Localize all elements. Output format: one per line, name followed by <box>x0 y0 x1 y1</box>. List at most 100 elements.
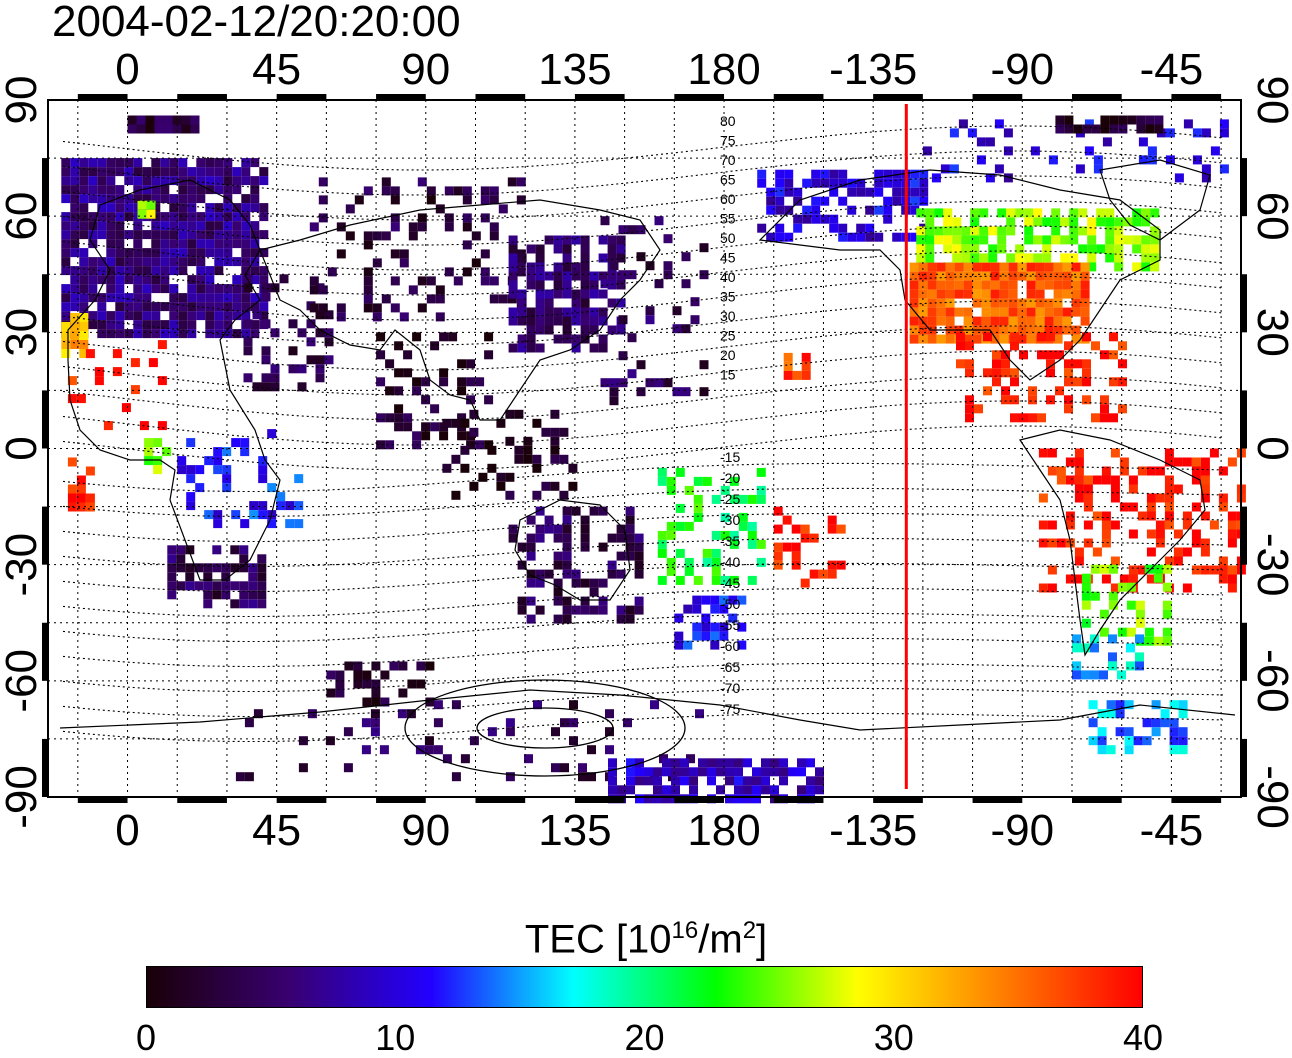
tec-cell-canada-north <box>1201 173 1211 183</box>
tec-cell-pacific-islands <box>791 551 801 561</box>
tec-cell-europe <box>232 185 242 195</box>
lat-label-left: 0 <box>0 436 46 460</box>
tec-cell-central-america <box>1010 368 1019 378</box>
tec-cell-europe <box>88 257 98 267</box>
tec-cell-alaska <box>802 205 812 215</box>
tec-cell-south-america <box>1065 457 1075 467</box>
tec-cell-canada-north <box>1210 146 1220 156</box>
tec-cell-pacific-north <box>681 279 691 289</box>
tec-cell-pacific-north <box>609 261 619 271</box>
tec-cell-canada-south <box>1114 262 1124 272</box>
frame-bar-right <box>1241 274 1247 333</box>
tec-cell-antarctic-bars <box>653 794 662 804</box>
tec-cell-usa <box>1026 280 1036 290</box>
tec-cell-south-africa <box>203 599 213 609</box>
tec-cell-indonesia <box>505 409 515 419</box>
tec-cell-usa <box>1044 298 1054 308</box>
tec-cell-antarctic-bars <box>626 767 635 777</box>
tec-cell-europe <box>223 248 233 258</box>
tec-cell-indonesia <box>469 427 479 437</box>
tec-cell-pacific-north <box>609 396 619 406</box>
contour-label: -70 <box>720 680 740 696</box>
tec-cell-europe <box>205 302 215 312</box>
tec-cell-arctic-bar <box>190 115 200 125</box>
tec-cell-australia <box>616 569 626 579</box>
tec-cell-west-africa <box>112 349 122 359</box>
tec-cell-south-america <box>1173 529 1183 539</box>
tec-cell-indonesia <box>514 445 524 455</box>
tec-cell-central-america <box>1010 341 1019 351</box>
tec-cell-arctic-bar-west <box>1145 115 1155 125</box>
tec-cell-arctic-bar-west <box>1055 124 1065 134</box>
tec-cell-australia <box>607 533 617 543</box>
tec-cell-central-asia <box>390 303 400 313</box>
lat-label-right: 90 <box>1248 76 1292 125</box>
tec-cell-europe <box>205 212 215 222</box>
tec-cell-europe <box>232 293 242 303</box>
tec-cell-south-america <box>1038 448 1048 458</box>
tec-cell-pacific-islands <box>827 515 837 525</box>
tec-cell-australia <box>517 605 527 615</box>
tec-cell-europe <box>259 275 269 285</box>
tec-cell-sw-pacific <box>747 575 757 585</box>
tec-cell-europe <box>205 167 215 177</box>
tec-cell-europe <box>223 239 233 249</box>
tec-cell-alaska <box>811 169 821 179</box>
tec-cell-australia <box>616 551 626 561</box>
tec-cell-antarctic-bars <box>662 758 671 768</box>
tec-cell-europe <box>178 248 188 258</box>
tec-cell-europe <box>61 185 71 195</box>
tec-cell-central-asia <box>318 195 328 205</box>
tec-cell-europe <box>214 203 224 213</box>
tec-cell-central-asia <box>489 195 499 205</box>
tec-cell-europe <box>250 257 260 267</box>
tec-cell-europe <box>214 185 224 195</box>
tec-cell-australia <box>571 506 581 516</box>
tec-cell-canada-north <box>1147 146 1157 156</box>
tec-cell-europe <box>106 239 116 249</box>
tec-cell-europe <box>124 167 134 177</box>
tec-cell-europe <box>97 266 107 276</box>
tec-cell-canada-north <box>1219 164 1229 174</box>
tec-cell-east-africa <box>258 501 268 511</box>
tec-cell-indonesia <box>505 490 515 500</box>
tec-cell-sw-africa <box>76 484 86 494</box>
tec-cell-pacific-north <box>600 378 610 388</box>
tec-cell-europe <box>223 293 233 303</box>
tec-cell-antarctic-bars <box>734 758 743 768</box>
tec-cell-antarctic-peninsula <box>1151 727 1161 737</box>
tec-cell-antarctic-bars <box>617 785 626 795</box>
lon-label-bottom: -45 <box>1140 806 1204 855</box>
tec-cell-canada-south <box>979 226 989 236</box>
tec-cell-alaska <box>820 196 830 206</box>
tec-cell-antarctic-bars <box>752 794 761 804</box>
tec-cell-antarctic-bars <box>761 758 770 768</box>
tec-cell-europe <box>88 284 98 294</box>
tec-cell-arctic-bar-west <box>1154 115 1164 125</box>
tec-cell-canada-south <box>1087 253 1097 263</box>
tec-cell-canada-south <box>1060 235 1070 245</box>
tec-cell-alaska <box>838 169 848 179</box>
tec-cell-antarctic-peninsula <box>1178 700 1188 710</box>
frame-bar-top <box>475 94 526 100</box>
tec-cell-east-asia <box>589 325 599 335</box>
tec-cell-australia <box>634 542 644 552</box>
tec-cell-europe <box>178 302 188 312</box>
tec-cell-europe <box>196 311 206 321</box>
tec-cell-central-asia <box>417 222 427 232</box>
tec-cell-antarctic-bars <box>806 776 815 786</box>
tec-cell-antarctica-east <box>370 709 380 719</box>
tec-cell-central-asia <box>426 276 436 286</box>
tec-cell-south-africa <box>167 563 177 573</box>
tec-cell-east-asia <box>526 307 536 317</box>
tec-cell-europe <box>106 284 116 294</box>
tec-cell-europe <box>178 329 188 339</box>
tec-cell-south-america <box>1128 574 1138 584</box>
tec-cell-europe <box>97 311 107 321</box>
tec-cell-central-asia <box>462 195 472 205</box>
tec-cell-europe <box>70 203 80 213</box>
tec-cell-antarctic-peninsula <box>1106 745 1116 755</box>
tec-cell-pacific-north <box>636 360 646 370</box>
tec-cell-australia <box>526 533 536 543</box>
tec-cell-usa <box>990 298 1000 308</box>
